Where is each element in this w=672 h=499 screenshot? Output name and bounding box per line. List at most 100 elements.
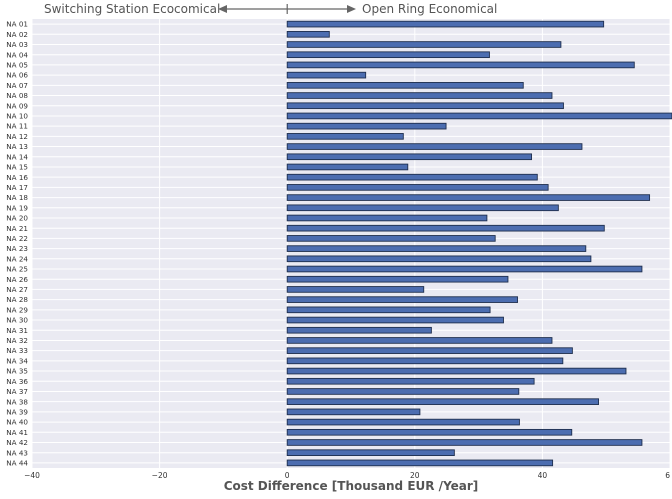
y-tick-label: NA 29 xyxy=(6,305,28,314)
y-tick-label: NA 27 xyxy=(6,285,28,294)
x-tick-label: −20 xyxy=(152,471,168,480)
y-tick-label: NA 19 xyxy=(6,203,28,212)
y-tick-label: NA 04 xyxy=(6,50,28,59)
y-tick-label: NA 41 xyxy=(6,428,28,437)
bar xyxy=(286,316,504,324)
bar xyxy=(286,459,554,467)
y-tick-label: NA 01 xyxy=(6,20,28,29)
bar xyxy=(286,173,538,181)
annotation-left-label: Switching Station Ecocomical xyxy=(44,2,220,16)
y-tick-label: NA 40 xyxy=(6,418,28,427)
x-tick-label: 20 xyxy=(410,471,420,480)
y-tick-label: NA 22 xyxy=(6,234,28,243)
bar xyxy=(286,71,367,79)
y-tick-label: NA 37 xyxy=(6,387,28,396)
x-axis-label: Cost Difference [Thousand EUR /Year] xyxy=(224,479,479,493)
y-tick-label: NA 12 xyxy=(6,132,28,141)
bar xyxy=(286,255,592,263)
x-tick-label: 6 xyxy=(665,471,670,480)
y-tick-label: NA 44 xyxy=(6,458,28,467)
y-tick-label: NA 07 xyxy=(6,81,28,90)
bar xyxy=(286,408,421,416)
y-tick-label: NA 05 xyxy=(6,61,28,70)
y-tick-label: NA 02 xyxy=(6,30,28,39)
x-tick-label: 0 xyxy=(285,471,290,480)
y-tick-label: NA 10 xyxy=(6,112,28,121)
arrow-right-icon xyxy=(347,5,356,13)
bar xyxy=(286,61,635,69)
y-tick-label: NA 39 xyxy=(6,407,28,416)
y-tick-label: NA 23 xyxy=(6,244,28,253)
bar xyxy=(286,20,605,28)
bar xyxy=(286,153,533,161)
y-tick-label: NA 15 xyxy=(6,163,28,172)
bar xyxy=(286,286,425,293)
y-tick-label: NA 16 xyxy=(6,173,28,182)
bar xyxy=(286,367,627,375)
y-tick-label: NA 13 xyxy=(6,142,28,151)
bar xyxy=(286,51,490,59)
bar xyxy=(286,439,643,446)
bar xyxy=(286,418,520,426)
bar xyxy=(286,347,573,354)
y-tick-label: NA 11 xyxy=(6,122,28,131)
y-tick-label: NA 18 xyxy=(6,193,28,202)
y-tick-label: NA 38 xyxy=(6,397,28,406)
y-tick-label: NA 09 xyxy=(6,101,28,110)
bar xyxy=(286,92,553,99)
bar xyxy=(286,41,562,48)
bar xyxy=(286,377,535,385)
bar xyxy=(286,265,643,273)
arrow-left-icon xyxy=(218,5,227,13)
bar xyxy=(286,184,549,191)
x-tick-label: 40 xyxy=(538,471,548,480)
annotation-right-label: Open Ring Economical xyxy=(362,2,497,16)
bar xyxy=(286,245,587,252)
y-tick-label: NA 30 xyxy=(6,316,28,325)
bar xyxy=(286,224,605,232)
y-tick-label: NA 17 xyxy=(6,183,28,192)
bar xyxy=(286,214,488,222)
bar xyxy=(286,398,599,405)
x-tick-label: −40 xyxy=(24,471,40,480)
bar xyxy=(286,235,496,242)
bar xyxy=(286,337,553,344)
bar xyxy=(286,102,564,110)
y-tick-label: NA 14 xyxy=(6,152,28,161)
y-tick-label: NA 32 xyxy=(6,336,28,345)
y-tick-label: NA 20 xyxy=(6,214,28,223)
bar xyxy=(286,388,520,395)
bar xyxy=(286,112,672,120)
bar xyxy=(286,122,447,130)
y-tick-label: NA 36 xyxy=(6,377,28,386)
bar xyxy=(286,428,573,436)
y-tick-label: NA 08 xyxy=(6,91,28,100)
bar xyxy=(286,357,564,365)
bar xyxy=(286,30,330,38)
annotation: Switching Station Ecocomical Open Ring E… xyxy=(44,2,497,16)
y-tick-label: NA 35 xyxy=(6,367,28,376)
y-tick-label: NA 33 xyxy=(6,346,28,355)
bar xyxy=(286,296,518,303)
y-tick-label: NA 26 xyxy=(6,275,28,284)
y-tick-label: NA 03 xyxy=(6,40,28,49)
bar xyxy=(286,449,455,457)
y-tick-label: NA 34 xyxy=(6,356,28,365)
y-tick-label: NA 21 xyxy=(6,224,28,233)
bars xyxy=(286,20,672,467)
bar xyxy=(286,143,583,150)
bar xyxy=(286,82,524,89)
bar xyxy=(286,194,651,201)
y-tick-label: NA 24 xyxy=(6,254,28,263)
y-tick-label: NA 25 xyxy=(6,265,28,274)
bar xyxy=(286,204,559,212)
x-tick-labels: −40 −20 0 20 40 6 xyxy=(24,471,670,480)
bar xyxy=(286,326,432,334)
bar xyxy=(286,275,509,283)
bar xyxy=(286,163,409,171)
bar xyxy=(286,306,491,314)
bar xyxy=(286,133,404,140)
